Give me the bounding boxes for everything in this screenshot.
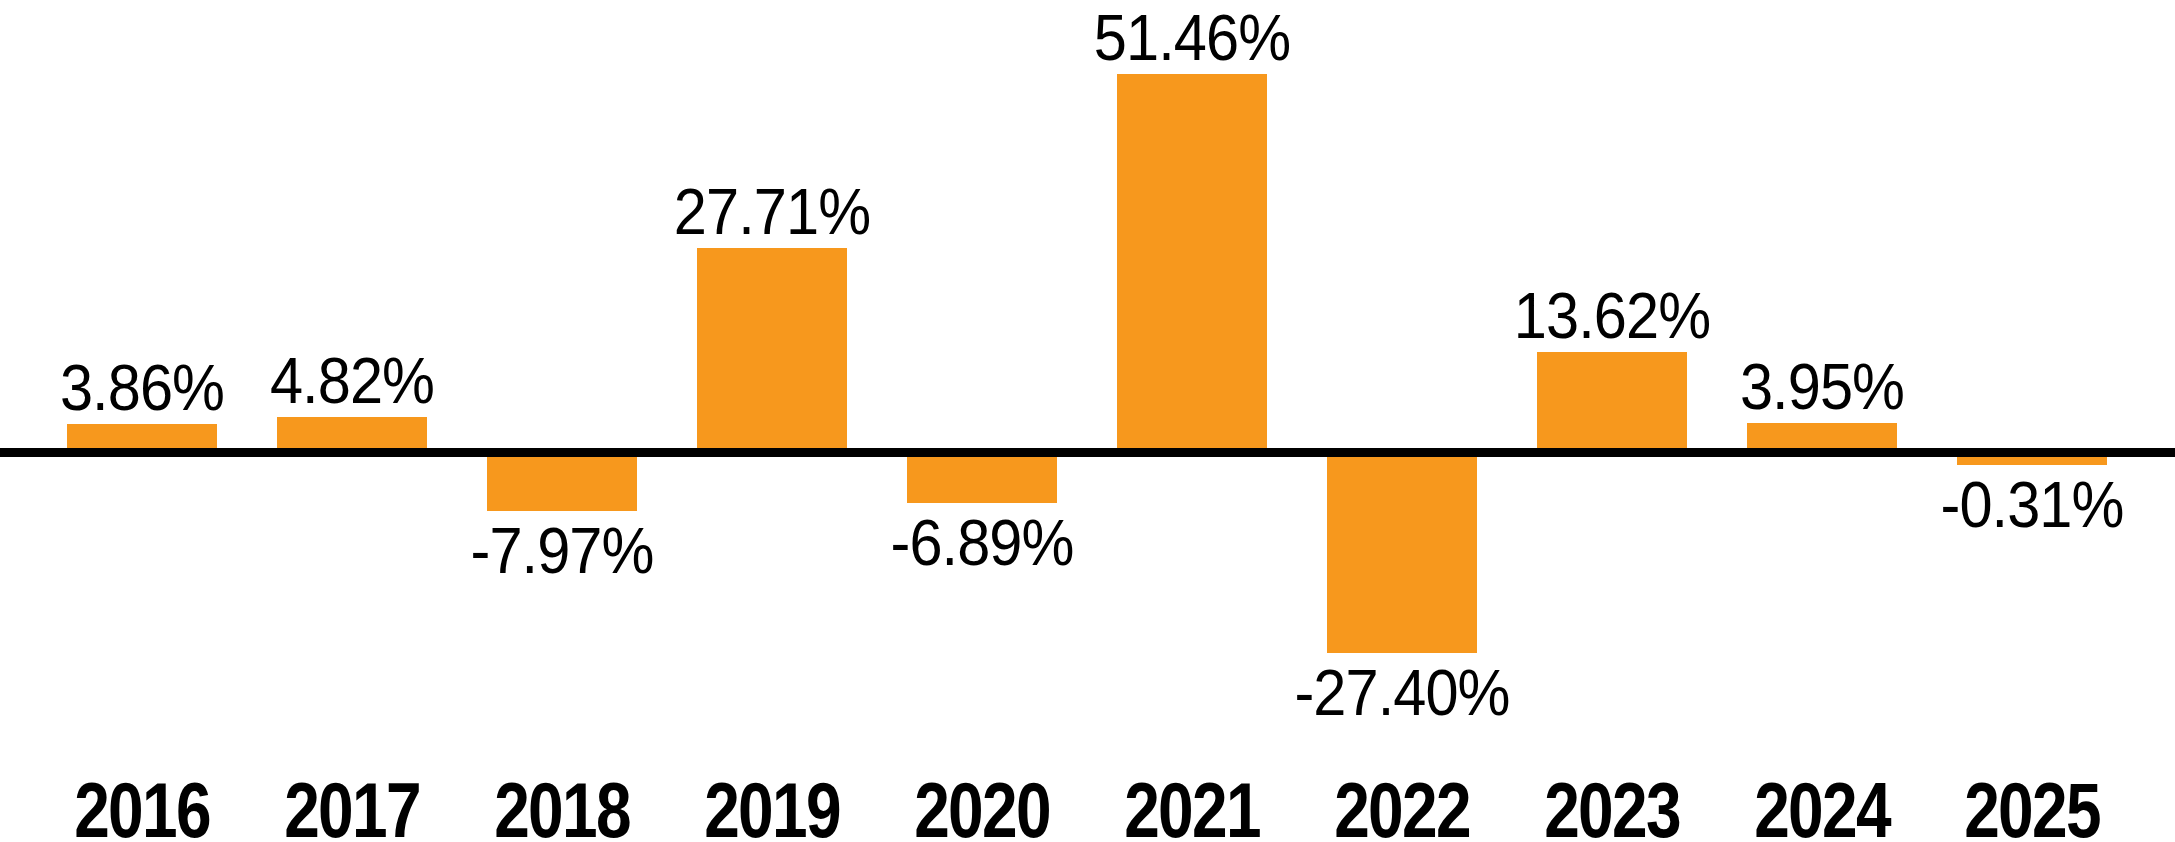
zero-axis-line (0, 448, 2175, 457)
value-label-2023: 13.62% (1333, 284, 1891, 348)
annual-returns-bar-chart: 3.86%20164.82%2017-7.97%201827.71%2019-6… (0, 0, 2175, 842)
value-label-2021: 51.46% (913, 6, 1471, 70)
value-label-2019: 27.71% (493, 180, 1051, 244)
value-label-2024: 3.95% (1543, 355, 2101, 419)
bar-2020 (907, 452, 1057, 503)
value-label-2025: -0.31% (1753, 473, 2175, 537)
value-label-2017: 4.82% (73, 349, 631, 413)
value-label-2022: -27.40% (1123, 661, 1681, 725)
value-label-2020: -6.89% (703, 511, 1261, 575)
bar-2017 (277, 417, 427, 452)
bar-2021 (1117, 74, 1267, 452)
bar-2018 (487, 452, 637, 511)
bar-2022 (1327, 452, 1477, 653)
bar-2019 (697, 248, 847, 452)
year-label-2025: 2025 (1786, 771, 2175, 842)
